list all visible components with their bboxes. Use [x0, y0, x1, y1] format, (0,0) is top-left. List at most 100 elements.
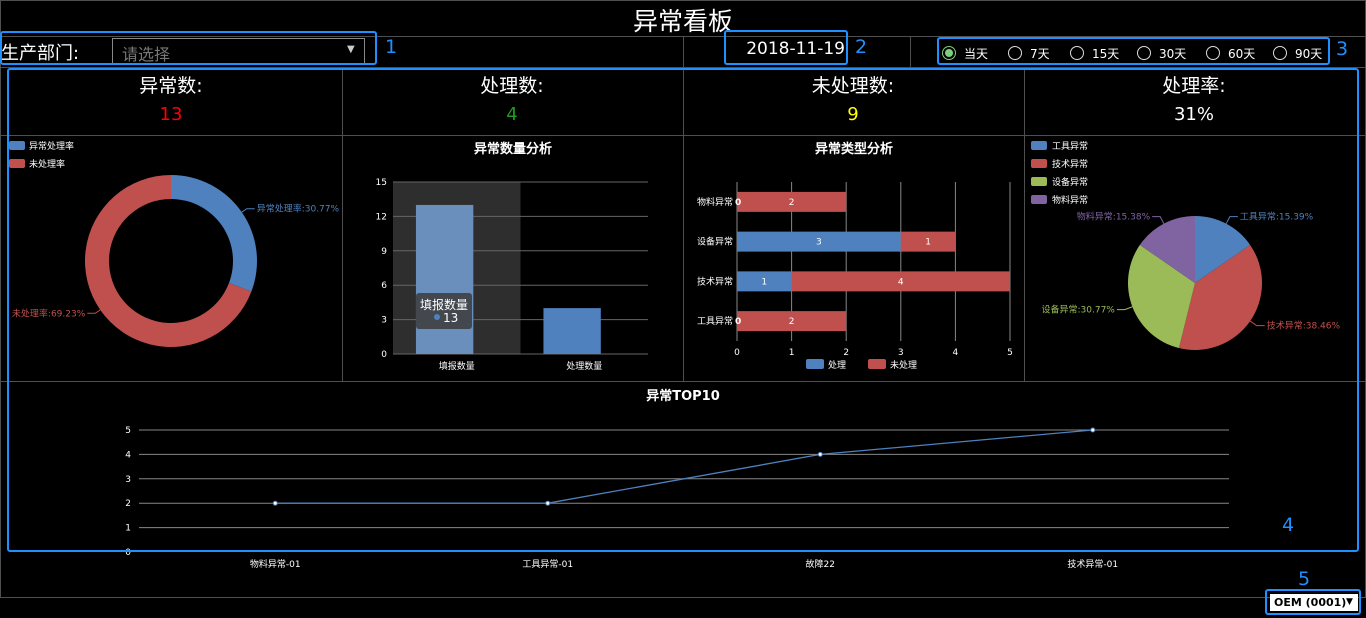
bar-segment [900, 231, 956, 252]
radio-7-days[interactable]: 7天 [1008, 43, 1050, 63]
legend-label: 处理 [828, 359, 846, 371]
data-point [1090, 427, 1096, 433]
slice-leader-line [1249, 320, 1265, 327]
x-tick-label: 4 [953, 348, 959, 358]
stat-handled-label: 处理数: [480, 75, 544, 97]
x-tick-label: 2 [843, 348, 849, 358]
chart-title: 异常数量分析 [474, 141, 552, 157]
y-tick-label: 3 [381, 316, 387, 326]
callout-box-3 [937, 37, 1330, 65]
tooltip-marker-icon [434, 314, 440, 320]
x-tick-label: 3 [898, 348, 904, 358]
data-point [817, 451, 823, 457]
pie-slice [1195, 216, 1251, 283]
bar-label: 2 [789, 317, 795, 327]
slice-leader-line [87, 309, 101, 314]
slice-label: 工具异常:15.39% [1240, 211, 1314, 223]
x-tick-label: 物料异常-01 [250, 558, 301, 570]
line-chart: 异常TOP10 0 1 2 3 4 5 物料异常-01 工具异常-01 故障22 技术异常-01 [125, 388, 1229, 570]
callout-number-5: 5 [1298, 568, 1311, 590]
department-select[interactable]: 请选择 ▼ [112, 38, 365, 64]
legend-label: 工具异常 [1052, 140, 1088, 152]
slice-label: 异常处理率:30.77% [257, 203, 340, 215]
radio-15-days[interactable]: 15天 [1070, 43, 1119, 63]
bar-segment [737, 231, 901, 252]
bar-segment [737, 271, 792, 292]
radio-icon [1008, 46, 1022, 60]
y-tick-label: 物料异常 [697, 196, 733, 208]
legend-label: 异常处理率 [29, 140, 74, 152]
y-tick-label: 0 [125, 548, 131, 558]
slice-label: 未处理率:69.23% [12, 307, 86, 319]
divider [1024, 67, 1025, 381]
divider [0, 597, 1366, 598]
pie-slice [1128, 244, 1195, 349]
bar-label: 3 [816, 238, 822, 248]
stat-rate-label: 处理率: [1162, 75, 1226, 97]
x-tick-label: 故障22 [806, 558, 835, 570]
x-tick-label: 5 [1007, 348, 1013, 358]
x-tick-label: 1 [789, 348, 795, 358]
x-tick-label: 0 [734, 348, 740, 358]
chart-title: 异常类型分析 [815, 141, 893, 157]
radio-90-days[interactable]: 90天 [1273, 43, 1322, 63]
bar-label: 1 [925, 238, 931, 248]
legend-label: 未处理率 [29, 158, 65, 170]
callout-box-1 [0, 31, 377, 65]
radio-today[interactable]: 当天 [942, 43, 988, 63]
legend-swatch [1031, 177, 1047, 186]
date-picker[interactable]: 2018-11-19 [746, 39, 845, 59]
legend-label: 设备异常 [1052, 176, 1088, 188]
y-tick-label: 工具异常 [697, 315, 733, 327]
slice-leader-line [1225, 216, 1238, 224]
radio-icon [1070, 46, 1084, 60]
divider [0, 0, 1366, 1]
bar [543, 308, 601, 354]
callout-number-2: 2 [855, 36, 868, 58]
callout-box-4 [7, 68, 1359, 552]
data-point [272, 500, 278, 506]
chart-tooltip: 填报数量 13 [416, 293, 472, 329]
radio-label: 15天 [1092, 46, 1120, 61]
bar-label: 4 [898, 277, 904, 287]
stat-unhandled-label: 未处理数: [811, 75, 895, 97]
radio-selected-icon [942, 46, 956, 60]
y-tick-label: 9 [381, 247, 387, 257]
stat-rate-value: 31% [1173, 104, 1214, 125]
legend-swatch [1031, 159, 1047, 168]
radio-label: 30天 [1159, 46, 1187, 61]
radio-label: 7天 [1030, 46, 1050, 61]
y-tick-label: 3 [125, 475, 131, 485]
donut-slice [171, 175, 257, 292]
x-tick-label: 处理数量 [566, 360, 602, 372]
slice-leader-line [1116, 306, 1133, 311]
divider [910, 36, 911, 67]
bar-label: 0 [735, 198, 741, 208]
radio-label: 当天 [964, 46, 989, 61]
stat-total-value: 13 [159, 104, 183, 125]
bar-segment [737, 191, 847, 212]
radio-60-days[interactable]: 60天 [1206, 43, 1255, 63]
bar-label: 2 [789, 198, 795, 208]
radio-label: 60天 [1228, 46, 1256, 61]
legend-swatch [9, 159, 25, 168]
bar-label: 0 [735, 317, 741, 327]
divider [683, 36, 684, 67]
legend-label: 技术异常 [1052, 158, 1088, 170]
x-tick-label: 填报数量 [439, 360, 475, 372]
legend-swatch [1031, 141, 1047, 150]
oem-select[interactable]: OEM (0001) ▼ [1270, 594, 1358, 611]
stat-unhandled-value: 9 [847, 104, 859, 125]
slice-label: 设备异常:30.77% [1042, 304, 1116, 316]
tooltip-title: 填报数量 [420, 298, 469, 312]
bar-segment [791, 271, 1010, 292]
slice-leader-line [1152, 216, 1165, 224]
radio-icon [1273, 46, 1287, 60]
legend-swatch [9, 141, 25, 150]
radio-30-days[interactable]: 30天 [1137, 43, 1186, 63]
callout-number-3: 3 [1336, 38, 1349, 60]
y-tick-label: 1 [125, 524, 131, 534]
